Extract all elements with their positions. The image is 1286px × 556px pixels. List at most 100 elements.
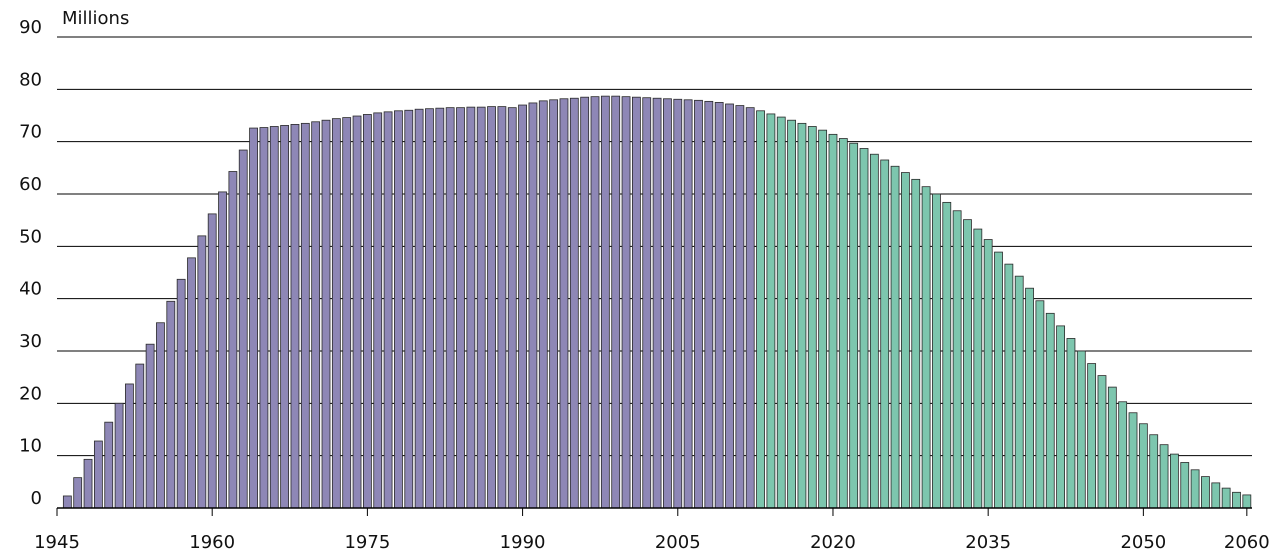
bar [890, 165, 900, 509]
bar [880, 159, 890, 509]
bar [93, 440, 103, 509]
y-tick-label: 60 [19, 174, 42, 195]
bar [476, 106, 486, 509]
bar [1087, 363, 1097, 509]
bar [62, 495, 72, 509]
bar [590, 96, 600, 509]
y-tick-label: 0 [31, 488, 42, 509]
bar [1170, 453, 1179, 509]
bar [1128, 412, 1138, 509]
bar [414, 108, 424, 509]
bar [445, 107, 455, 509]
bar [652, 97, 662, 509]
bar [983, 239, 993, 509]
bar [911, 178, 921, 509]
bar [362, 114, 372, 509]
bar [900, 172, 910, 509]
bar [714, 102, 724, 509]
bar [549, 99, 559, 509]
bar [83, 458, 93, 509]
bar [435, 107, 445, 509]
x-tick-label: 1945 [34, 532, 80, 553]
bar [1045, 312, 1055, 509]
bar [373, 112, 383, 509]
bar [776, 116, 786, 509]
bar [1211, 482, 1221, 509]
bar [218, 191, 227, 509]
bar [528, 102, 538, 509]
bar [611, 95, 621, 509]
bar [1242, 494, 1252, 509]
bar [921, 186, 931, 509]
bar [311, 121, 321, 509]
bar [145, 343, 155, 509]
bar [932, 193, 941, 509]
x-tick-label: 2035 [965, 532, 1011, 553]
bar [1232, 491, 1241, 509]
bar [1180, 462, 1190, 509]
bar [456, 107, 465, 509]
bar [507, 107, 517, 509]
bar [942, 201, 952, 509]
bar [683, 99, 693, 509]
bar [963, 219, 972, 509]
bar [735, 105, 745, 509]
bar [331, 118, 341, 509]
bar [290, 123, 300, 509]
bar [1138, 423, 1148, 509]
bar [673, 98, 683, 509]
bar [745, 107, 755, 509]
bar [187, 257, 196, 509]
bar [487, 106, 496, 509]
bar [166, 300, 176, 509]
bar [425, 108, 434, 509]
bar [869, 153, 879, 509]
bar [249, 127, 258, 509]
bar [642, 97, 652, 509]
bar [994, 251, 1003, 509]
bar [849, 142, 859, 509]
bar [1066, 338, 1076, 509]
bar [104, 421, 114, 509]
bar [838, 138, 848, 509]
bar [125, 383, 134, 509]
bar [1056, 325, 1065, 509]
bar [280, 125, 290, 509]
bar [787, 119, 796, 509]
bar [600, 95, 610, 509]
bar [1221, 487, 1231, 509]
bar [176, 278, 186, 509]
x-tick-label: 2050 [1120, 532, 1166, 553]
bar [1201, 476, 1210, 509]
x-tick-label: 2005 [655, 532, 701, 553]
bar [156, 322, 165, 509]
bar [352, 115, 362, 509]
bar [1159, 444, 1169, 509]
bar [756, 110, 765, 509]
bar [300, 122, 310, 509]
bar [818, 129, 828, 509]
x-tick-label: 2020 [810, 532, 856, 553]
bar [828, 133, 838, 509]
bar [73, 477, 83, 509]
bar [538, 100, 548, 509]
bar [1014, 275, 1024, 509]
bar [1004, 263, 1014, 509]
x-tick-label: 1975 [344, 532, 390, 553]
x-tick-label: 1960 [189, 532, 235, 553]
bar [704, 100, 714, 509]
bar [228, 171, 238, 509]
bar [725, 103, 734, 509]
bar [135, 363, 145, 509]
y-tick-label: 40 [19, 279, 42, 300]
bar [394, 110, 403, 509]
y-tick-label: 80 [19, 69, 42, 90]
bar [238, 149, 248, 509]
bar [1025, 287, 1034, 509]
bar [466, 106, 476, 509]
bar [797, 122, 807, 509]
bar [1149, 434, 1159, 509]
x-tick-label: 2060 [1224, 532, 1270, 553]
